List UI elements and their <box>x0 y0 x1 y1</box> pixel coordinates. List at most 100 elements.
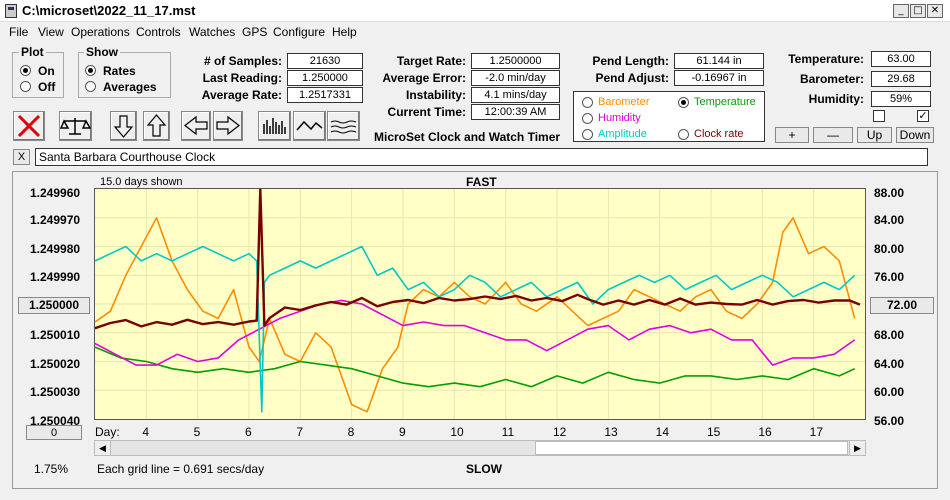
center-env-button[interactable]: 72.00 <box>870 297 934 314</box>
balance-button[interactable] <box>59 111 92 141</box>
close-clock-button[interactable]: X <box>13 149 30 165</box>
current-time-value: 12:00:39 AM <box>471 104 560 120</box>
y-left-tick: 1.250040 <box>30 414 81 428</box>
show-rates-radio[interactable] <box>85 65 96 76</box>
checkbox-left[interactable] <box>873 110 885 122</box>
show-averages-radio[interactable] <box>85 81 96 92</box>
average-error-label: Average Error: <box>382 71 466 85</box>
down-button[interactable]: Down <box>896 127 934 143</box>
amplitude-line <box>94 245 856 413</box>
center-rate-button[interactable]: 1.250000 <box>18 297 90 314</box>
y-left-tick: 1.249990 <box>30 270 81 285</box>
clock-rate-option: Clock rate <box>694 128 744 140</box>
clock-name-field[interactable]: Santa Barbara Courthouse Clock <box>35 148 928 166</box>
show-averages-label: Averages <box>103 80 157 94</box>
menu-configure[interactable]: Configure <box>273 25 326 39</box>
pend-adjust-label: Pend Adjust: <box>595 71 669 85</box>
plot-off-radio[interactable] <box>20 81 31 92</box>
plot-off-label: Off <box>38 80 56 94</box>
target-rate-value: 1.2500000 <box>471 53 560 69</box>
minus-button[interactable]: — <box>813 127 853 143</box>
x-tick: 14 <box>655 425 670 439</box>
smooth-button[interactable] <box>293 111 326 141</box>
y-left-tick: 1.249980 <box>30 241 81 256</box>
x-tick: 15 <box>707 425 721 439</box>
y-left-tick: 1.249970 <box>30 212 81 227</box>
checkbox-right[interactable]: ✓ <box>917 109 929 122</box>
humidity-label: Humidity: <box>808 92 864 106</box>
y-left-tick: 1.250010 <box>30 327 81 342</box>
minimize-button[interactable]: _ <box>893 4 909 18</box>
clock-rate-radio[interactable] <box>678 129 689 140</box>
y-right-tick: 68.00 <box>874 327 905 342</box>
plot-on-radio[interactable] <box>20 65 31 76</box>
chart-title-fast: FAST <box>466 175 497 189</box>
histogram-button[interactable] <box>258 111 291 141</box>
barometer-radio[interactable] <box>582 97 593 108</box>
move-down-button[interactable] <box>110 111 137 141</box>
scroll-thumb[interactable] <box>535 441 848 455</box>
y-left-tick: 1.250030 <box>30 385 81 400</box>
zero-button[interactable]: 0 <box>26 425 82 440</box>
arrow-up-icon <box>146 114 167 137</box>
x-axis-label: Day: <box>95 425 120 439</box>
x-tick: 13 <box>604 425 618 439</box>
x-tick: 5 <box>193 425 201 439</box>
menu-view[interactable]: View <box>38 25 64 39</box>
show-rates-label: Rates <box>103 64 136 78</box>
barometer-label: Barometer: <box>799 72 864 86</box>
plot-on-label: On <box>38 64 55 78</box>
up-button[interactable]: Up <box>857 127 892 143</box>
maximize-button[interactable]: □ <box>910 4 926 18</box>
chart-title-slow: SLOW <box>466 462 502 476</box>
barometer-option: Barometer <box>598 96 650 108</box>
pend-adjust-value: -0.16967 in <box>674 70 764 86</box>
average-error-value: -2.0 min/day <box>471 70 560 86</box>
y-right-tick: 56.00 <box>874 414 905 428</box>
temperature-radio[interactable] <box>678 97 689 108</box>
noise-button[interactable] <box>327 111 360 141</box>
time-scrollbar[interactable]: ◀ ▶ <box>94 440 866 456</box>
y-left-tick: 1.250020 <box>30 356 81 371</box>
close-button[interactable]: ✕ <box>927 4 943 18</box>
humidity-option: Humidity <box>598 112 641 124</box>
x-tick: 16 <box>758 425 772 439</box>
move-up-button[interactable] <box>143 111 170 141</box>
delete-button[interactable] <box>13 111 45 141</box>
y-right-tick: 88.00 <box>874 186 905 200</box>
plus-button[interactable]: + <box>775 127 809 143</box>
menu-gps[interactable]: GPS <box>242 25 268 39</box>
window-title: C:\microset\2022_11_17.mst <box>22 3 196 18</box>
humidity-radio[interactable] <box>582 113 593 124</box>
clock-rate-line <box>94 187 861 330</box>
menu-controls[interactable]: Controls <box>136 25 181 39</box>
x-tick: 4 <box>142 425 150 439</box>
arrow-right-icon <box>216 115 240 136</box>
amplitude-radio[interactable] <box>582 129 593 140</box>
move-left-button[interactable] <box>181 111 211 141</box>
noise-icon <box>330 120 357 134</box>
menu-file[interactable]: File <box>9 25 29 39</box>
samples-label: # of Samples: <box>203 54 282 68</box>
scroll-right-arrow[interactable]: ▶ <box>849 441 865 455</box>
plot-area[interactable] <box>94 187 866 420</box>
histogram-icon <box>263 118 286 134</box>
scroll-left-arrow[interactable]: ◀ <box>95 441 111 455</box>
arrow-left-icon <box>184 115 208 136</box>
app-icon[interactable] <box>5 4 17 18</box>
menu-help[interactable]: Help <box>332 25 357 39</box>
arrow-down-icon <box>113 115 134 138</box>
move-right-button[interactable] <box>213 111 243 141</box>
last-reading-value: 1.250000 <box>287 70 363 86</box>
menu-operations[interactable]: Operations <box>71 25 130 39</box>
x-tick: 11 <box>501 425 515 439</box>
barometer-line <box>94 216 856 413</box>
plot-group-title: Plot <box>19 45 46 59</box>
target-rate-label: Target Rate: <box>396 54 466 68</box>
show-group-title: Show <box>84 45 120 59</box>
menu-watches[interactable]: Watches <box>189 25 236 39</box>
current-time-label: Current Time: <box>387 105 466 119</box>
x-tick: 17 <box>809 425 824 439</box>
instability-label: Instability: <box>405 88 466 102</box>
y-right-tick: 64.00 <box>874 356 905 371</box>
